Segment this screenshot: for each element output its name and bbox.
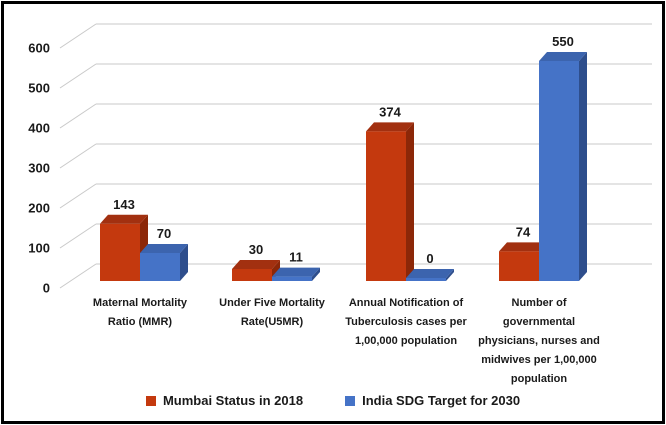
gridline-diagonal: [59, 263, 97, 289]
gridline-diagonal: [59, 183, 97, 209]
bar-front-face: [140, 253, 180, 281]
y-tick-label: 0: [43, 281, 50, 296]
bar-top-face: [366, 122, 414, 132]
bar-side-face: [579, 52, 587, 281]
data-label: 74: [516, 224, 531, 239]
bar-front-face: [100, 223, 140, 281]
bar-top-face: [100, 214, 148, 224]
bar-series0-cat2: [366, 122, 414, 282]
bar-series0-cat3: [499, 242, 547, 281]
legend-label-india-sdg: India SDG Target for 2030: [362, 393, 521, 408]
y-tick-label: 500: [28, 81, 50, 96]
data-label: 550: [552, 34, 574, 49]
bar-top-face: [406, 269, 454, 278]
y-tick-label: 600: [28, 41, 50, 56]
y-tick-label: 100: [28, 241, 50, 256]
bar-front-face: [539, 61, 579, 281]
gridline-diagonal: [59, 63, 97, 89]
gridline-diagonal: [59, 103, 97, 129]
data-label: 143: [113, 197, 135, 212]
bar-front-face: [499, 251, 539, 281]
bar-top-face: [232, 260, 280, 269]
bar-top-face: [499, 242, 547, 252]
bar-series1-cat1: [272, 267, 320, 281]
bar-side-face: [446, 269, 454, 281]
data-label: 374: [379, 104, 401, 119]
bar-series1-cat0: [140, 244, 188, 281]
bar-series1-cat3: [539, 52, 587, 281]
bar-side-face: [312, 267, 320, 281]
category-label-health-workers: Number of governmental physicians, nurse…: [478, 297, 600, 385]
bar-front-face: [406, 278, 446, 281]
legend: Mumbai Status in 2018 India SDG Target f…: [0, 393, 666, 408]
bar-front-face: [366, 131, 406, 281]
data-label: 11: [289, 250, 303, 265]
legend-label-mumbai: Mumbai Status in 2018: [162, 393, 304, 408]
bar-top-face: [140, 244, 188, 253]
gridline-diagonal: [59, 23, 97, 49]
gridline-diagonal: [59, 143, 97, 169]
data-label: 70: [157, 226, 171, 241]
bar-series1-cat2: [406, 269, 454, 281]
y-tick-label: 200: [28, 201, 50, 216]
bar-front-face: [272, 276, 312, 281]
y-tick-label: 300: [28, 161, 50, 176]
y-tick-label: 400: [28, 121, 50, 136]
bar-top-face: [539, 52, 587, 61]
category-label-u5mr: Under Five Mortality Rate(U5MR): [219, 297, 325, 328]
category-label-tuberculosis: Annual Notification of Tuberculosis case…: [345, 297, 467, 347]
data-label: 30: [249, 242, 263, 257]
bar-series0-cat0: [100, 214, 148, 281]
category-label-mmr: Maternal Mortality Ratio (MMR): [92, 297, 188, 328]
legend-item-mumbai-status: Mumbai Status in 2018: [145, 393, 304, 408]
bar-front-face: [232, 269, 272, 281]
data-label: 0: [426, 251, 433, 266]
legend-item-india-sdg: India SDG Target for 2030: [345, 393, 520, 408]
bar-side-face: [180, 244, 188, 281]
legend-swatch-india-sdg: [345, 395, 356, 406]
legend-swatch-mumbai: [145, 395, 156, 406]
bar-top-face: [272, 267, 320, 277]
bar-side-face: [406, 122, 414, 282]
gridline-diagonal: [59, 223, 97, 249]
